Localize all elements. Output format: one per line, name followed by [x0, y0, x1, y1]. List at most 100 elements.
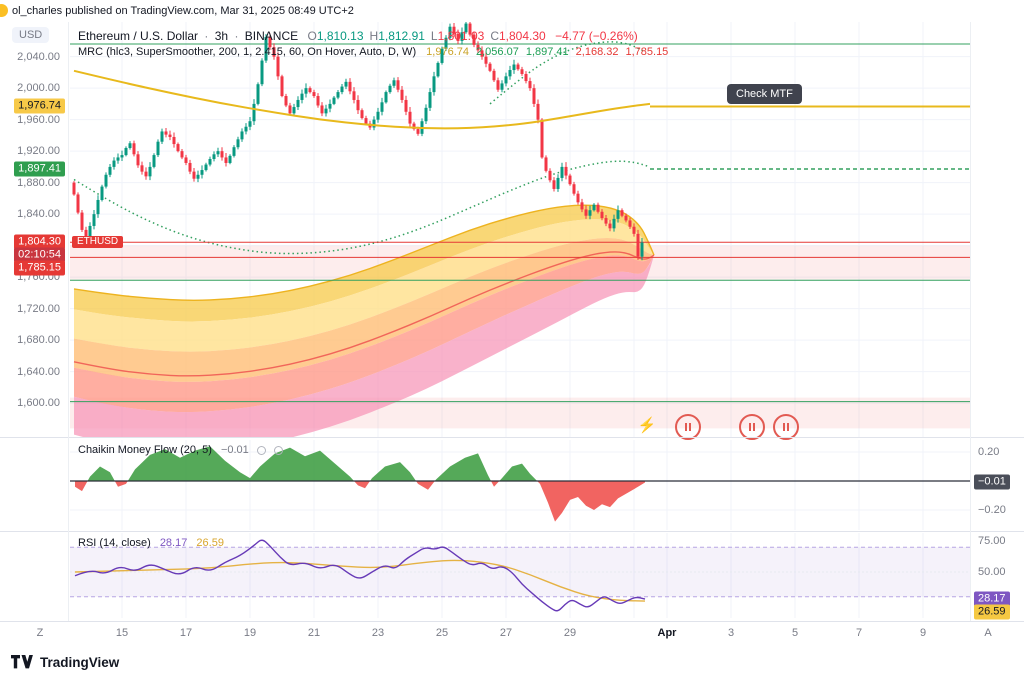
- indicator-axis-label: 50.00: [978, 566, 1006, 578]
- mtf-levels: [650, 105, 970, 170]
- time-axis-label: 15: [115, 627, 129, 639]
- time-axis-label: 25: [435, 627, 449, 639]
- red-circle-icon-3[interactable]: [773, 414, 799, 440]
- indicator-value: 1,785.15: [625, 46, 669, 58]
- indicator-value: 1,897.41: [525, 46, 569, 58]
- candles: [72, 22, 644, 261]
- rsi-band: [70, 546, 970, 598]
- ohlc-values: O1,810.13 H1,812.91 L1,801.03 C1,804.30: [301, 29, 545, 43]
- time-axis-label: A: [984, 627, 992, 639]
- grid: [70, 440, 970, 530]
- rsi-title: RSI (14, close): [78, 537, 151, 549]
- ohlc-token: H1,812.91: [369, 29, 425, 43]
- horizontal-levels: [70, 43, 970, 403]
- price-axis-label: 1,880.00: [17, 176, 60, 189]
- indicator-axis-label: 75.00: [978, 535, 1006, 547]
- publisher-text: ol_charles published on TradingView.com,…: [12, 5, 354, 17]
- ohlc-token: C1,804.30: [490, 29, 546, 43]
- time-axis-label: 7: [855, 627, 863, 639]
- axis-separator: [0, 621, 1024, 622]
- tradingview-logo[interactable]: TradingView: [10, 654, 119, 670]
- tradingview-logo-icon: [11, 655, 33, 669]
- legend-action-icon[interactable]: [256, 445, 266, 455]
- pause-bars-icon: [685, 423, 691, 431]
- indicator-value: 2,056.07: [476, 46, 519, 58]
- publisher-bar: ol_charles published on TradingView.com,…: [0, 0, 1024, 22]
- rsi-ma-value: 26.59: [196, 537, 224, 549]
- indicator-axis-label: 0.20: [978, 446, 1000, 458]
- time-axis-label: 27: [499, 627, 513, 639]
- indicator-badge: −0.01: [974, 474, 1010, 490]
- indicator-values: 1,976.74 2,056.07 1,897.41 2,168.32 1,785.15: [419, 46, 668, 58]
- price-axis-label: 1,640.00: [17, 365, 60, 378]
- red-circle-icon-1[interactable]: [675, 414, 701, 440]
- indicator-name: MRC (hlc3, SuperSmoother, 200, 1, 2.415,…: [78, 46, 417, 58]
- ohlc-token: O1,810.13: [307, 29, 364, 43]
- price-axis-label: 2,000.00: [17, 82, 60, 95]
- rsi-ma-line: [74, 559, 646, 602]
- pane-separator[interactable]: [0, 437, 1024, 438]
- time-axis-label: 9: [919, 627, 927, 639]
- interval-label: 3h: [214, 29, 229, 43]
- time-axis-label: Apr: [657, 627, 677, 639]
- legend-separator: ·: [204, 29, 209, 43]
- pause-bars-icon: [749, 423, 755, 431]
- rsi-line: [74, 539, 646, 612]
- publisher-avatar-icon: [0, 4, 8, 17]
- time-axis-label: 19: [243, 627, 257, 639]
- time-axis-label: 5: [791, 627, 799, 639]
- indicator-scale[interactable]: 0.20 −0.20 −0.01 75.00 50.00 28.17 26.59: [970, 22, 1024, 622]
- time-scale[interactable]: Z 15 17 19 21 23 25 27 29 Apr 3 5 7 9 A: [0, 622, 1024, 647]
- indicator-legend[interactable]: MRC (hlc3, SuperSmoother, 200, 1, 2.415,…: [78, 46, 668, 58]
- price-badge: 1,897.41: [14, 161, 65, 177]
- dotted-band-lines: [73, 41, 651, 255]
- price-badge: 02:10:54: [14, 247, 65, 263]
- cmf-indicator-chart[interactable]: [70, 440, 970, 530]
- price-axis-label: 1,960.00: [17, 113, 60, 126]
- symbol-legend[interactable]: Ethereum / U.S. Dollar · 3h · BINANCE O1…: [78, 29, 638, 43]
- price-axis-label: 1,600.00: [17, 397, 60, 410]
- symbol-price-tag: ETHUSD: [72, 236, 124, 249]
- price-badge: 1,976.74: [14, 98, 65, 114]
- indicator-badge: 28.17: [974, 591, 1010, 607]
- indicator-axis-label: −0.20: [978, 504, 1006, 516]
- cmf-area: [75, 446, 645, 522]
- indicator-value: 1,976.74: [426, 46, 469, 58]
- price-badge: 1,804.30: [14, 234, 65, 250]
- price-axis-label: 1,840.00: [17, 208, 60, 221]
- check-mtf-tooltip: Check MTF: [727, 84, 802, 104]
- price-scale[interactable]: 2,040.00 2,000.00 1,960.00 1,920.00 1,880.00…: [0, 22, 68, 622]
- price-axis-label: 1,920.00: [17, 145, 60, 158]
- time-axis-label: 23: [371, 627, 385, 639]
- rsi-indicator-chart[interactable]: [70, 533, 970, 618]
- price-axis-label: 2,040.00: [17, 50, 60, 63]
- footer-bar: TradingView: [0, 648, 1024, 676]
- symbol-name: Ethereum / U.S. Dollar: [78, 29, 199, 43]
- cmf-legend[interactable]: Chaikin Money Flow (20, 5) −0.01: [78, 444, 283, 456]
- indicator-value: 2,168.32: [575, 46, 619, 58]
- rsi-value: 28.17: [159, 537, 188, 549]
- cmf-value: −0.01: [220, 444, 249, 456]
- main-price-chart[interactable]: [70, 22, 970, 437]
- legend-separator: ·: [234, 29, 239, 43]
- pause-bars-icon: [783, 423, 789, 431]
- time-axis-label: 21: [307, 627, 321, 639]
- legend-action-icon[interactable]: [273, 445, 283, 455]
- ohlc-token: L1,801.03: [430, 29, 485, 43]
- price-axis-label: 1,720.00: [17, 302, 60, 315]
- flash-icon[interactable]: ⚡: [637, 417, 657, 434]
- rsi-legend[interactable]: RSI (14, close) 28.17 26.59: [78, 537, 224, 549]
- exchange-label: BINANCE: [244, 29, 299, 43]
- time-axis-label: 3: [727, 627, 735, 639]
- supersmoother-line: [73, 69, 651, 130]
- price-scale-border: [68, 22, 69, 621]
- time-axis-label: 17: [179, 627, 193, 639]
- change-value: −4.77 (−0.26%): [555, 29, 638, 43]
- cmf-title: Chaikin Money Flow (20, 5): [78, 444, 212, 456]
- indicator-scale-border: [970, 22, 971, 621]
- pane-separator[interactable]: [0, 531, 1024, 532]
- currency-selector[interactable]: USD: [12, 27, 50, 43]
- red-circle-icon-2[interactable]: [739, 414, 765, 440]
- tradingview-brand-text: TradingView: [40, 654, 120, 670]
